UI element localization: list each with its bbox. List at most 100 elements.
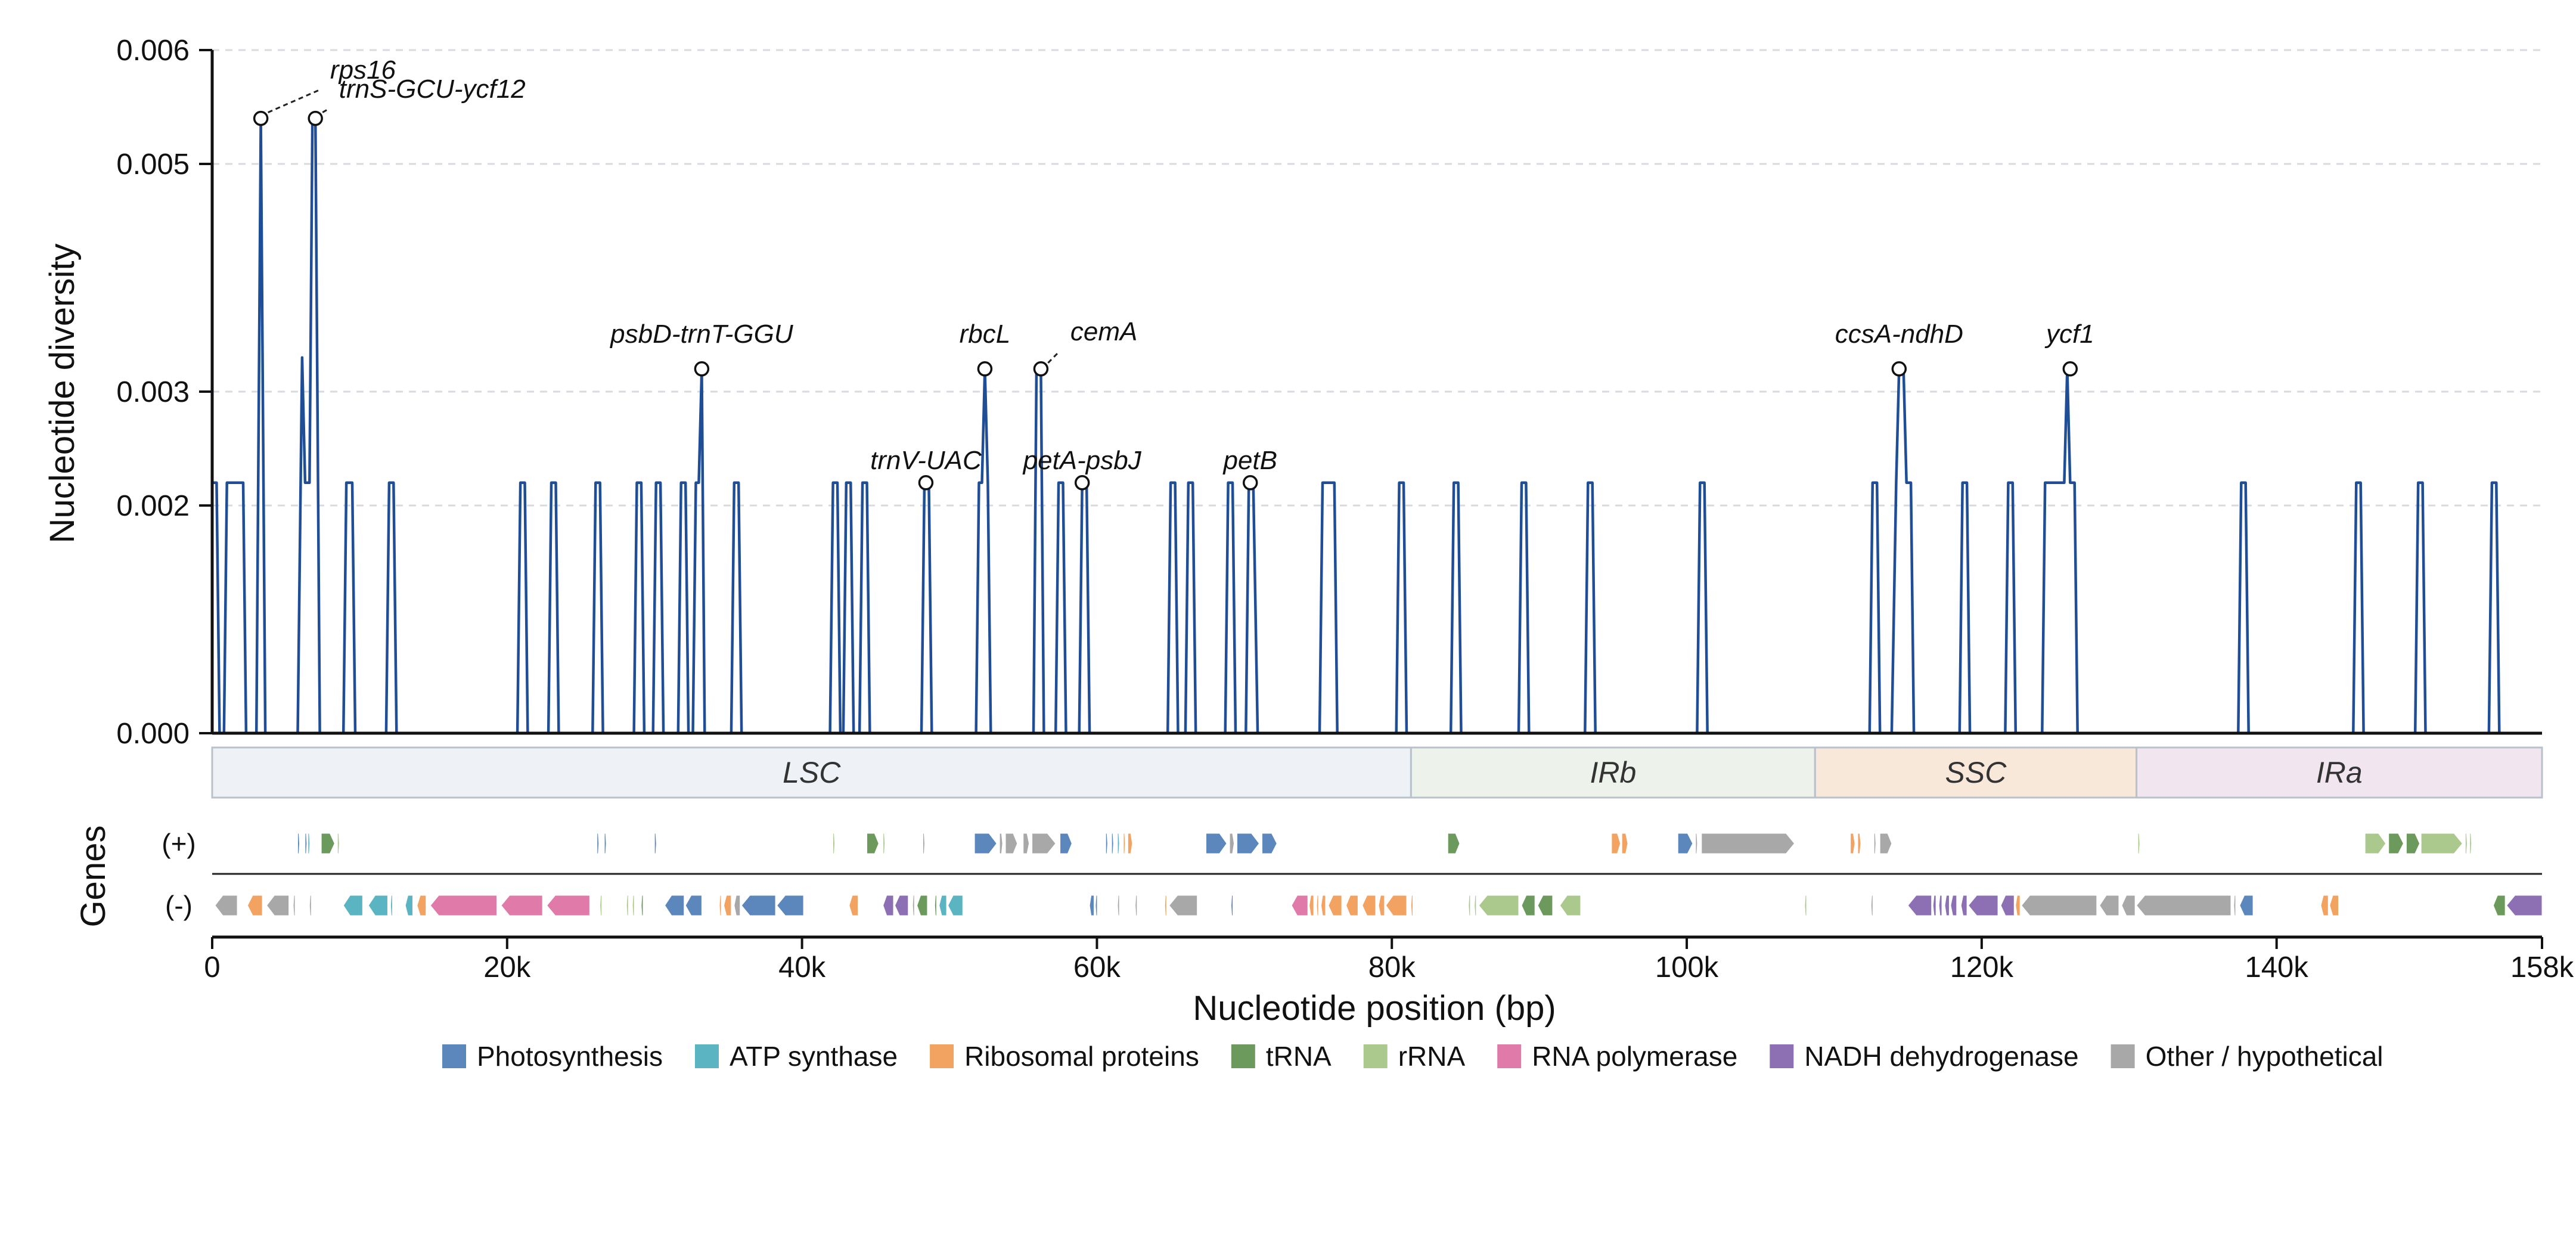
- gene-arrow: [1127, 833, 1133, 854]
- gene-arrow: [305, 833, 308, 854]
- gene-arrow: [1447, 833, 1460, 854]
- gene-track: (+) (-): [162, 828, 2543, 921]
- peak-label: petA-psbJ: [1022, 446, 1142, 475]
- gene-arrow: [1907, 895, 1932, 916]
- gene-arrow: [1960, 895, 1967, 916]
- region-label: SSC: [1945, 756, 2007, 789]
- x-tick-label: 20k: [483, 951, 531, 984]
- axes: 0.000 0.002 0.003 0.005 0.006 0 20k 40k 60k 80k 10…: [116, 35, 2574, 984]
- annotation-leader: [268, 89, 319, 113]
- peak-label: ycf1: [2044, 320, 2094, 349]
- gene-arrow: [1521, 895, 1535, 916]
- gene-arrow: [974, 833, 997, 854]
- gene-arrow: [2137, 833, 2140, 854]
- gene-arrow: [321, 833, 335, 854]
- gene-arrow: [1950, 895, 1957, 916]
- gene-arrow: [719, 895, 722, 916]
- gene-arrow: [215, 895, 238, 916]
- diversity-line: [212, 117, 2542, 735]
- strand-label-minus: (-): [165, 890, 193, 921]
- gene-arrow: [309, 895, 312, 916]
- y-tick-label: 0.000: [116, 718, 190, 750]
- legend-label: NADH dehydrogenase: [1804, 1041, 2078, 1072]
- gene-arrow: [1938, 895, 1942, 916]
- x-tick-label: 100k: [1655, 951, 1719, 984]
- legend-swatch: [1497, 1044, 1522, 1068]
- gene-arrow: [430, 895, 497, 916]
- peak-marker: [2062, 361, 2078, 377]
- gene-arrow: [604, 833, 607, 854]
- peak-label: ccsA-ndhD: [1835, 320, 1963, 349]
- gene-arrow: [1559, 895, 1581, 916]
- legend-label: Other / hypothetical: [2146, 1041, 2383, 1072]
- gene-arrow: [723, 895, 732, 916]
- annotation-leader: [1047, 351, 1059, 364]
- legend-swatch: [930, 1044, 954, 1068]
- gene-arrow: [1478, 895, 1519, 916]
- gene-arrow: [1967, 895, 1998, 916]
- region-lsc: [211, 746, 1412, 799]
- gene-arrow: [1537, 895, 1553, 916]
- gene-arrow: [1879, 833, 1892, 854]
- gene-arrow: [293, 895, 296, 916]
- gene-arrow: [1378, 895, 1385, 916]
- peak-marker: [1074, 475, 1090, 491]
- gene-arrow: [2015, 895, 2021, 916]
- gene-arrow: [2469, 833, 2472, 854]
- gene-arrow: [1229, 833, 1235, 854]
- peak-marker: [977, 361, 993, 377]
- gene-arrow: [664, 895, 685, 916]
- gene-arrow: [1262, 833, 1277, 854]
- gene-arrow: [626, 895, 629, 916]
- gene-arrow: [894, 895, 909, 916]
- region-ira: [2136, 746, 2543, 799]
- gene-arrow: [1105, 833, 1108, 854]
- gene-arrow: [405, 895, 413, 916]
- gene-arrow: [2420, 833, 2463, 854]
- gene-arrow: [1362, 895, 1376, 916]
- gene-arrow: [1346, 895, 1358, 916]
- gene-arrow: [2388, 833, 2404, 854]
- gene-arrow: [368, 895, 388, 916]
- peak-marker: [253, 110, 269, 126]
- legend: Photosynthesis ATP synthase Ribosomal prot…: [442, 1041, 2383, 1072]
- legend-swatch: [1231, 1044, 1255, 1068]
- gene-arrow: [2239, 895, 2254, 916]
- gene-arrow: [266, 895, 290, 916]
- gene-arrow: [1870, 895, 1873, 916]
- gene-arrow: [247, 895, 263, 916]
- gene-arrow: [308, 833, 311, 854]
- gene-arrow: [1123, 833, 1126, 854]
- legend-label: RNA polymerase: [1532, 1041, 1737, 1072]
- gene-arrow: [1169, 895, 1198, 916]
- peak-label: trnS-GCU-ycf12: [339, 75, 526, 104]
- gene-arrow: [390, 895, 393, 916]
- gene-arrow: [1944, 895, 1950, 916]
- gene-arrow: [1468, 895, 1471, 916]
- y-tick-label: 0.003: [116, 376, 190, 408]
- gene-arrow: [2364, 833, 2386, 854]
- legend-label: Photosynthesis: [477, 1041, 663, 1072]
- genome-region-bar: LSC IRb SSC IRa: [211, 746, 2543, 799]
- region-label: LSC: [783, 756, 841, 789]
- legend-swatch: [1770, 1044, 1794, 1068]
- gene-arrow: [641, 895, 644, 916]
- gene-arrow: [1320, 895, 1326, 916]
- gene-arrow: [1060, 833, 1072, 854]
- gene-arrow: [2493, 895, 2506, 916]
- gene-arrow: [2099, 895, 2119, 916]
- gene-arrow: [917, 895, 928, 916]
- gene-arrow: [2136, 895, 2232, 916]
- gene-arrow: [2506, 895, 2543, 916]
- peak-label: petB: [1222, 446, 1277, 475]
- gene-arrow: [1117, 895, 1120, 916]
- gene-arrow: [1291, 895, 1308, 916]
- gene-arrow: [1095, 895, 1098, 916]
- region-label: IRb: [1590, 756, 1636, 789]
- gene-arrow: [1850, 833, 1855, 854]
- gene-arrow: [1164, 895, 1167, 916]
- peak-marker: [1891, 361, 1907, 377]
- gene-arrow: [741, 895, 776, 916]
- gene-arrow: [501, 895, 543, 916]
